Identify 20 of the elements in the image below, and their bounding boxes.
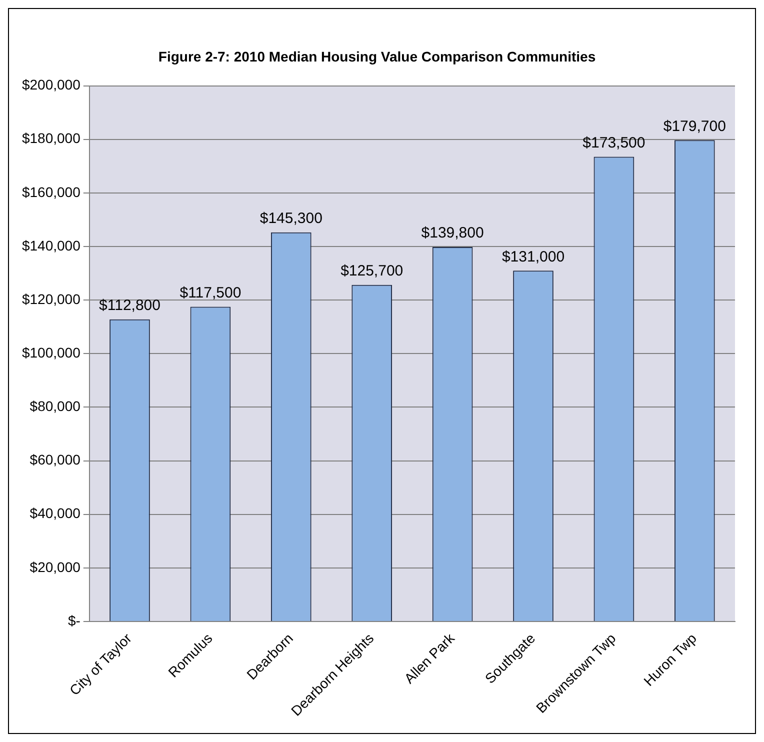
y-tick-label: $140,000: [22, 237, 81, 254]
y-tick-label: $160,000: [22, 184, 81, 200]
data-label: $112,800: [99, 297, 160, 314]
y-tick-label: $200,000: [22, 76, 81, 93]
data-label: $139,800: [421, 224, 484, 242]
y-tick-label: $120,000: [22, 290, 81, 307]
data-label: $131,000: [502, 248, 565, 266]
chart-title: Figure 2-7: 2010 Median Housing Value Comparison Communities: [158, 48, 596, 64]
y-tick-label: $180,000: [22, 130, 81, 146]
data-label: $173,500: [582, 134, 646, 152]
y-tick-label: $-: [68, 612, 81, 628]
y-tick-label: $100,000: [22, 344, 81, 361]
y-tick-label: $40,000: [30, 505, 81, 522]
data-label: $117,500: [180, 284, 242, 302]
data-label: $145,300: [260, 210, 322, 227]
y-tick-label: $80,000: [30, 398, 81, 414]
y-tick-label: $60,000: [30, 452, 81, 468]
data-label: $179,700: [663, 118, 726, 135]
y-tick-label: $20,000: [30, 558, 81, 575]
data-label: $125,700: [340, 262, 404, 280]
